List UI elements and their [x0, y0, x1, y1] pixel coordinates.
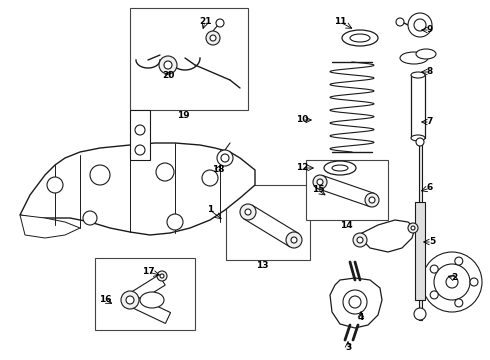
- Circle shape: [353, 233, 367, 247]
- Text: 4: 4: [358, 314, 364, 323]
- Ellipse shape: [332, 165, 348, 171]
- Circle shape: [157, 271, 167, 281]
- Bar: [130, 8, 248, 110]
- Circle shape: [357, 237, 363, 243]
- Bar: [306, 160, 388, 220]
- Text: 20: 20: [162, 71, 174, 80]
- Text: 7: 7: [427, 117, 433, 126]
- Text: 14: 14: [340, 220, 352, 230]
- Circle shape: [455, 299, 463, 307]
- Circle shape: [411, 226, 415, 230]
- Circle shape: [216, 19, 224, 27]
- Circle shape: [446, 276, 458, 288]
- Circle shape: [156, 163, 174, 181]
- Polygon shape: [244, 205, 298, 247]
- Circle shape: [430, 265, 438, 273]
- Circle shape: [470, 278, 478, 286]
- Ellipse shape: [411, 135, 425, 141]
- Circle shape: [210, 35, 216, 41]
- Circle shape: [286, 232, 302, 248]
- Polygon shape: [358, 220, 415, 252]
- Circle shape: [414, 308, 426, 320]
- Text: 19: 19: [177, 111, 189, 120]
- Bar: [418, 138, 421, 320]
- Polygon shape: [127, 294, 171, 323]
- Text: 1: 1: [207, 206, 213, 215]
- Text: 21: 21: [199, 18, 211, 27]
- Circle shape: [416, 138, 424, 146]
- Circle shape: [422, 252, 482, 312]
- Circle shape: [396, 18, 404, 26]
- Circle shape: [206, 31, 220, 45]
- Text: 11: 11: [334, 18, 346, 27]
- Polygon shape: [20, 143, 255, 235]
- Circle shape: [217, 150, 233, 166]
- Circle shape: [160, 274, 164, 278]
- Circle shape: [221, 154, 229, 162]
- Text: 6: 6: [427, 184, 433, 193]
- Circle shape: [202, 170, 218, 186]
- Ellipse shape: [140, 292, 164, 308]
- Text: 9: 9: [427, 26, 433, 35]
- Circle shape: [167, 214, 183, 230]
- Text: 18: 18: [212, 166, 224, 175]
- Circle shape: [240, 204, 256, 220]
- Circle shape: [317, 179, 323, 185]
- Circle shape: [369, 197, 375, 203]
- Circle shape: [408, 13, 432, 37]
- Text: 15: 15: [312, 185, 324, 194]
- Circle shape: [349, 296, 361, 308]
- Ellipse shape: [342, 30, 378, 46]
- Text: 12: 12: [296, 163, 308, 172]
- Circle shape: [83, 211, 97, 225]
- Text: 5: 5: [429, 238, 435, 247]
- Circle shape: [408, 223, 418, 233]
- Bar: [226, 185, 310, 260]
- Circle shape: [135, 145, 145, 155]
- Text: 13: 13: [256, 261, 268, 270]
- Text: 8: 8: [427, 68, 433, 77]
- Polygon shape: [330, 278, 382, 328]
- Circle shape: [414, 19, 426, 31]
- Bar: [95, 258, 195, 330]
- Circle shape: [313, 175, 327, 189]
- Circle shape: [164, 61, 172, 69]
- Text: 2: 2: [451, 274, 457, 283]
- Ellipse shape: [400, 52, 428, 64]
- Text: 17: 17: [142, 267, 154, 276]
- Circle shape: [343, 290, 367, 314]
- Text: 16: 16: [99, 296, 111, 305]
- Circle shape: [365, 193, 379, 207]
- Ellipse shape: [411, 72, 425, 78]
- Bar: [415, 202, 425, 300]
- Text: 3: 3: [345, 343, 351, 352]
- Circle shape: [430, 291, 438, 299]
- Circle shape: [135, 125, 145, 135]
- Ellipse shape: [324, 161, 356, 175]
- Circle shape: [455, 257, 463, 265]
- Polygon shape: [20, 215, 80, 238]
- Ellipse shape: [350, 34, 370, 42]
- Circle shape: [90, 165, 110, 185]
- Circle shape: [121, 291, 139, 309]
- Circle shape: [245, 209, 251, 215]
- Bar: [130, 110, 150, 160]
- Circle shape: [291, 237, 297, 243]
- Text: 10: 10: [296, 116, 308, 125]
- Circle shape: [434, 264, 470, 300]
- Circle shape: [159, 56, 177, 74]
- Ellipse shape: [416, 49, 436, 59]
- Bar: [411, 75, 425, 138]
- Circle shape: [47, 177, 63, 193]
- Circle shape: [126, 296, 134, 304]
- Polygon shape: [127, 275, 165, 305]
- Polygon shape: [318, 175, 374, 207]
